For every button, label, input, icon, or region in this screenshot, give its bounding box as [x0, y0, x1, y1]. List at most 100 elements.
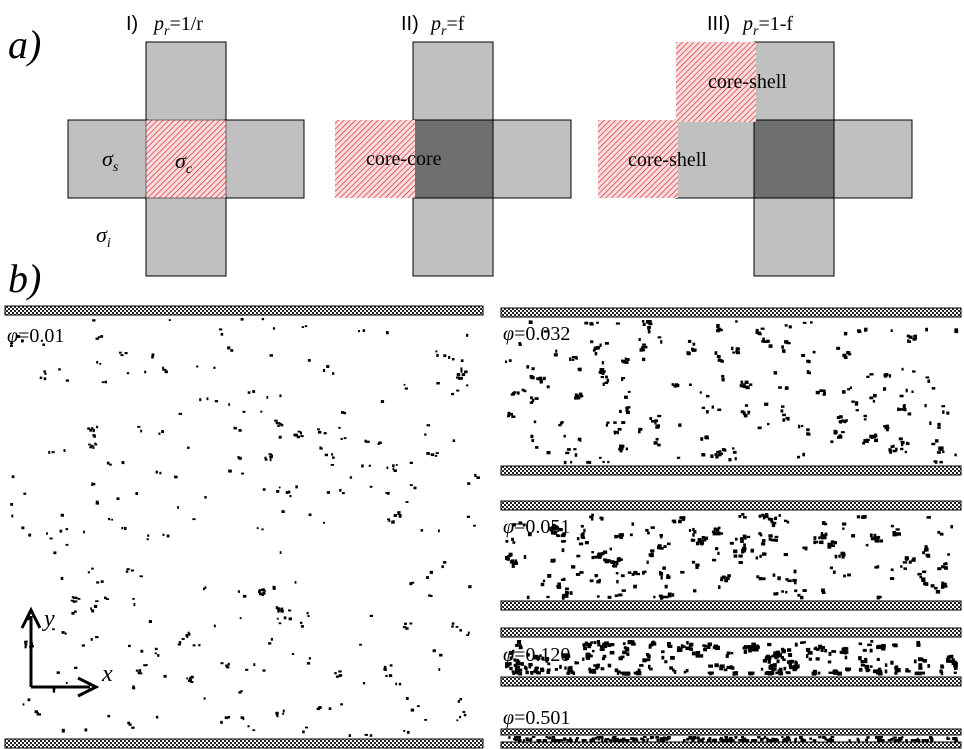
particle-cluster — [617, 427, 622, 431]
particle-cluster — [162, 366, 164, 370]
particle-cluster — [507, 413, 511, 417]
particle-cluster — [794, 589, 798, 593]
particle-cluster — [556, 534, 561, 538]
particle-cluster — [509, 656, 513, 660]
particle-cluster — [462, 710, 466, 713]
particle-cluster — [691, 739, 695, 742]
particle-cluster — [680, 644, 684, 649]
particle-cluster — [922, 551, 925, 555]
particle-cluster — [838, 554, 841, 558]
particle-cluster — [691, 651, 696, 656]
particle-cluster — [692, 533, 695, 537]
particle-cluster — [942, 450, 945, 454]
particle-cluster — [604, 561, 609, 564]
particle-cluster — [526, 653, 530, 657]
particle-cluster — [816, 647, 820, 651]
particle-cluster — [750, 671, 755, 675]
particle-cluster — [91, 427, 94, 430]
particle-cluster — [614, 430, 618, 434]
particle-cluster — [939, 669, 943, 674]
particle-cluster — [164, 370, 168, 374]
particle-cluster — [536, 377, 539, 381]
particle-cluster — [778, 667, 783, 672]
particle-cluster — [410, 708, 415, 712]
particle-cluster — [435, 452, 439, 455]
particle-cluster — [343, 412, 347, 415]
particle-cluster — [720, 739, 724, 742]
particle-cluster — [888, 374, 892, 378]
particle-cluster — [750, 548, 754, 553]
particle-cluster — [38, 713, 41, 716]
particle-cluster — [772, 667, 777, 671]
particle-cluster — [788, 325, 792, 329]
particle-cluster — [654, 422, 657, 425]
particle-cluster — [135, 669, 139, 672]
particle-cluster — [823, 522, 828, 526]
particle-cluster — [590, 323, 594, 326]
particle-cluster — [36, 712, 39, 715]
particle-cluster — [792, 578, 797, 582]
particle-cluster — [300, 625, 304, 628]
particle-cluster — [661, 655, 665, 660]
particle-cluster — [581, 532, 585, 535]
particle-cluster — [667, 644, 673, 648]
particle-cluster — [252, 390, 256, 393]
particle-cluster — [576, 394, 580, 398]
particle-cluster — [159, 471, 162, 475]
particle-cluster — [621, 377, 626, 380]
particle-cluster — [338, 674, 342, 677]
particle-cluster — [576, 737, 579, 740]
particle-cluster — [591, 556, 595, 560]
wall-bottom — [500, 676, 962, 687]
particle-cluster — [601, 657, 606, 661]
case-3-numeral: III) — [707, 13, 730, 35]
particle-cluster — [89, 446, 92, 449]
particle-cluster — [203, 697, 206, 700]
particle-cluster — [908, 560, 912, 564]
particle-cluster — [328, 707, 332, 710]
particle-cluster — [613, 421, 617, 424]
particle-cluster — [908, 340, 912, 343]
particle-cluster — [739, 384, 743, 388]
particle-cluster — [584, 321, 589, 325]
particle-cluster — [240, 716, 244, 719]
particle-cluster — [837, 671, 842, 676]
particle-cluster — [604, 342, 609, 345]
particle-cluster — [643, 736, 647, 739]
particle-cluster — [151, 353, 155, 357]
particle-cluster — [610, 643, 615, 647]
particle-cluster — [599, 371, 602, 374]
particle-cluster — [797, 455, 801, 459]
particle-cluster — [786, 660, 791, 664]
particle-cluster — [566, 739, 569, 742]
particle-cluster — [657, 544, 662, 548]
particle-cluster — [954, 328, 958, 332]
particle-cluster — [936, 451, 941, 454]
particle-cluster — [716, 328, 720, 333]
particle-cluster — [600, 368, 605, 372]
particle-bottom — [412, 195, 494, 277]
particle-cluster — [576, 396, 581, 400]
particle-cluster — [206, 397, 209, 401]
particle-farleft-core — [598, 120, 678, 198]
case-2-numeral: II) — [401, 13, 419, 35]
particle-cluster — [759, 554, 762, 558]
particle-cluster — [436, 353, 439, 357]
particle-cluster — [736, 347, 740, 351]
particle-cluster — [734, 457, 737, 461]
particle-cluster — [559, 739, 563, 742]
particle-cluster — [731, 346, 734, 351]
particle-cluster — [42, 343, 45, 346]
particle-cluster — [839, 420, 842, 424]
particle-cluster — [696, 736, 700, 740]
particle-cluster — [725, 736, 728, 740]
particle-cluster — [876, 645, 881, 649]
particle-cluster — [697, 540, 702, 543]
particle-cluster — [521, 388, 525, 392]
particle-cluster — [556, 585, 562, 589]
particle-cluster — [388, 519, 391, 523]
particle-cluster — [770, 521, 774, 524]
particle-cluster — [83, 530, 85, 534]
particle-cluster — [543, 330, 548, 333]
particle-cluster — [822, 535, 827, 540]
